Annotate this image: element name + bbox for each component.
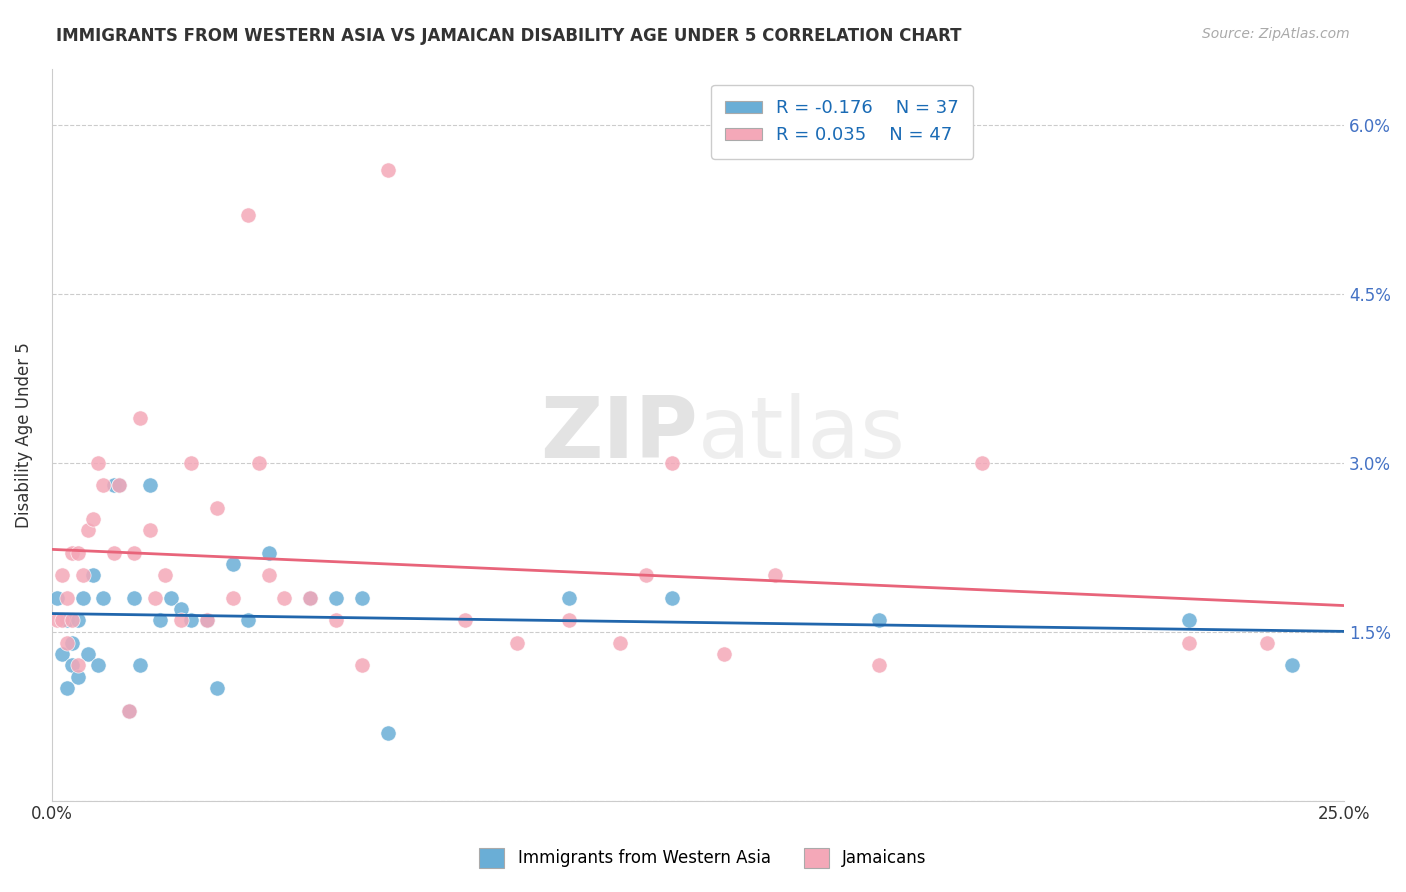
Point: [128, 410, 150, 425]
Point: [51, 568, 73, 582]
Point: [350, 591, 373, 605]
Point: [273, 591, 295, 605]
Point: [765, 568, 787, 582]
Point: [868, 614, 890, 628]
Point: [972, 456, 994, 470]
Point: [77, 647, 100, 661]
Point: [62, 614, 84, 628]
Point: [257, 546, 280, 560]
Point: [87, 658, 110, 673]
Point: [103, 478, 125, 492]
Legend: R = -0.176    N = 37, R = 0.035    N = 47: R = -0.176 N = 37, R = 0.035 N = 47: [711, 85, 973, 159]
Point: [124, 546, 146, 560]
Point: [377, 726, 399, 740]
Point: [118, 704, 141, 718]
Point: [149, 614, 172, 628]
Point: [325, 614, 347, 628]
Point: [713, 647, 735, 661]
Point: [557, 614, 579, 628]
Point: [108, 478, 131, 492]
Point: [257, 568, 280, 582]
Point: [221, 557, 243, 571]
Point: [155, 568, 177, 582]
Point: [506, 636, 529, 650]
Point: [195, 614, 218, 628]
Point: [238, 208, 260, 222]
Point: [557, 591, 579, 605]
Point: [62, 636, 84, 650]
Point: [139, 524, 162, 538]
Point: [377, 162, 399, 177]
Point: [66, 670, 89, 684]
Point: [87, 456, 110, 470]
Point: [93, 591, 115, 605]
Point: [299, 591, 322, 605]
Point: [77, 524, 100, 538]
Point: [66, 614, 89, 628]
Point: [636, 568, 658, 582]
Point: [56, 614, 79, 628]
Point: [82, 568, 104, 582]
Point: [62, 658, 84, 673]
Point: [51, 614, 73, 628]
Text: ZIP: ZIP: [540, 393, 697, 476]
Point: [609, 636, 631, 650]
Point: [1281, 658, 1303, 673]
Point: [1178, 636, 1201, 650]
Text: Source: ZipAtlas.com: Source: ZipAtlas.com: [1202, 27, 1350, 41]
Point: [350, 658, 373, 673]
Text: atlas: atlas: [697, 393, 905, 476]
Point: [45, 614, 67, 628]
Point: [247, 456, 270, 470]
Point: [66, 658, 89, 673]
Point: [45, 591, 67, 605]
Point: [56, 681, 79, 695]
Point: [170, 614, 193, 628]
Point: [170, 602, 193, 616]
Point: [62, 546, 84, 560]
Point: [159, 591, 181, 605]
Point: [139, 478, 162, 492]
Point: [868, 658, 890, 673]
Text: IMMIGRANTS FROM WESTERN ASIA VS JAMAICAN DISABILITY AGE UNDER 5 CORRELATION CHAR: IMMIGRANTS FROM WESTERN ASIA VS JAMAICAN…: [56, 27, 962, 45]
Point: [72, 591, 94, 605]
Point: [454, 614, 477, 628]
Y-axis label: Disability Age Under 5: Disability Age Under 5: [15, 342, 32, 527]
Point: [66, 546, 89, 560]
Point: [180, 614, 202, 628]
Point: [51, 647, 73, 661]
Point: [1178, 614, 1201, 628]
Point: [124, 591, 146, 605]
Point: [299, 591, 322, 605]
Point: [103, 546, 125, 560]
Point: [205, 681, 228, 695]
Point: [82, 512, 104, 526]
Point: [180, 456, 202, 470]
Point: [661, 456, 683, 470]
Point: [118, 704, 141, 718]
Point: [93, 478, 115, 492]
Point: [128, 658, 150, 673]
Point: [56, 591, 79, 605]
Point: [325, 591, 347, 605]
Point: [195, 614, 218, 628]
Point: [143, 591, 166, 605]
Point: [108, 478, 131, 492]
Point: [205, 500, 228, 515]
Point: [72, 568, 94, 582]
Point: [238, 614, 260, 628]
Point: [221, 591, 243, 605]
Point: [1256, 636, 1278, 650]
Legend: Immigrants from Western Asia, Jamaicans: Immigrants from Western Asia, Jamaicans: [472, 841, 934, 875]
Point: [661, 591, 683, 605]
Point: [56, 636, 79, 650]
